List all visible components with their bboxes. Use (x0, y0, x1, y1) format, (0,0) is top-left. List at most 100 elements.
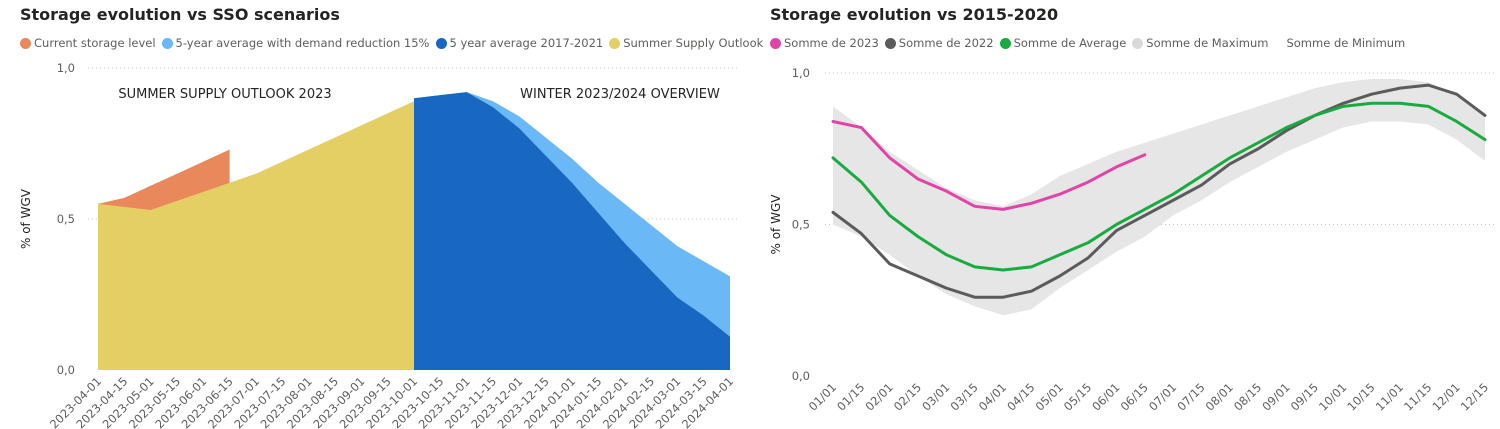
data-point-somme-de-2022[interactable] (888, 262, 891, 265)
data-point-somme-de-2023[interactable] (832, 120, 835, 123)
data-point-somme-de-average[interactable] (1313, 114, 1316, 117)
data-point-somme-de-average[interactable] (1143, 208, 1146, 211)
legend-item-somme-de-2023[interactable]: Somme de 2023 (770, 36, 879, 50)
data-point-somme-de-average[interactable] (1257, 141, 1260, 144)
legend-item-summer-supply-outlook[interactable]: Summer Supply Outlook (609, 36, 763, 50)
data-point-summer-supply-outlook[interactable] (334, 136, 337, 139)
data-point-somme-de-2022[interactable] (1342, 102, 1345, 105)
data-point-somme-de-average[interactable] (917, 235, 920, 238)
data-point-somme-de-2022[interactable] (917, 275, 920, 278)
data-point-somme-de-average[interactable] (860, 181, 863, 184)
data-point-somme-de-average[interactable] (1087, 241, 1090, 244)
data-point-5-year-average-with-demand-reduction-15[interactable] (729, 275, 732, 278)
data-point-somme-de-average[interactable] (888, 214, 891, 217)
data-point-summer-supply-outlook[interactable] (386, 112, 389, 115)
data-point-somme-de-2023[interactable] (973, 205, 976, 208)
data-point-5-year-average-2017-2021[interactable] (518, 127, 521, 130)
data-point-5-year-average-with-demand-reduction-15[interactable] (623, 202, 626, 205)
data-point-current-storage-level[interactable] (149, 184, 152, 187)
area-summer-supply-outlook[interactable] (98, 101, 414, 370)
data-point-5-year-average-2017-2021[interactable] (439, 94, 442, 97)
data-point-current-storage-level[interactable] (228, 148, 231, 151)
data-point-summer-supply-outlook[interactable] (149, 208, 152, 211)
data-point-summer-supply-outlook[interactable] (97, 202, 100, 205)
data-point-somme-de-2023[interactable] (1030, 202, 1033, 205)
data-point-current-storage-level[interactable] (202, 160, 205, 163)
data-point-somme-de-2022[interactable] (1257, 147, 1260, 150)
data-point-5-year-average-with-demand-reduction-15[interactable] (597, 181, 600, 184)
data-point-5-year-average-with-demand-reduction-15[interactable] (492, 100, 495, 103)
data-point-somme-de-2023[interactable] (945, 190, 948, 193)
data-point-summer-supply-outlook[interactable] (228, 181, 231, 184)
data-point-5-year-average-with-demand-reduction-15[interactable] (544, 136, 547, 139)
data-point-5-year-average-2017-2021[interactable] (729, 335, 732, 338)
data-point-somme-de-2022[interactable] (1455, 93, 1458, 96)
data-point-somme-de-2023[interactable] (1087, 181, 1090, 184)
data-point-somme-de-2022[interactable] (860, 232, 863, 235)
data-point-somme-de-2023[interactable] (888, 156, 891, 159)
data-point-5-year-average-2017-2021[interactable] (465, 91, 468, 94)
data-point-somme-de-2022[interactable] (973, 296, 976, 299)
data-point-somme-de-average[interactable] (1200, 175, 1203, 178)
legend-item-somme-de-average[interactable]: Somme de Average (999, 36, 1126, 50)
data-point-somme-de-average[interactable] (1285, 126, 1288, 129)
data-point-somme-de-2023[interactable] (1143, 153, 1146, 156)
data-point-5-year-average-with-demand-reduction-15[interactable] (676, 245, 679, 248)
data-point-somme-de-2023[interactable] (1002, 208, 1005, 211)
data-point-current-storage-level[interactable] (123, 196, 126, 199)
data-point-5-year-average-2017-2021[interactable] (544, 154, 547, 157)
data-point-somme-de-2022[interactable] (1427, 84, 1430, 87)
data-point-somme-de-average[interactable] (973, 265, 976, 268)
data-point-somme-de-2022[interactable] (1484, 114, 1487, 117)
data-point-somme-de-average[interactable] (1030, 265, 1033, 268)
data-point-somme-de-average[interactable] (1455, 120, 1458, 123)
data-point-somme-de-2022[interactable] (1002, 296, 1005, 299)
data-point-somme-de-2022[interactable] (1172, 199, 1175, 202)
data-point-somme-de-2022[interactable] (1370, 93, 1373, 96)
data-point-5-year-average-2017-2021[interactable] (413, 97, 416, 100)
legend-item-somme-de-minimum[interactable]: Somme de Minimum (1286, 36, 1405, 50)
line-somme-de-2022[interactable] (831, 83, 1487, 299)
data-point-somme-de-2022[interactable] (1030, 290, 1033, 293)
data-point-summer-supply-outlook[interactable] (123, 205, 126, 208)
data-point-summer-supply-outlook[interactable] (413, 100, 416, 103)
data-point-somme-de-average[interactable] (1228, 156, 1231, 159)
legend-item-somme-de-2022[interactable]: Somme de 2022 (884, 36, 994, 50)
data-point-5-year-average-with-demand-reduction-15[interactable] (518, 115, 521, 118)
data-point-somme-de-2022[interactable] (1398, 87, 1401, 90)
data-point-5-year-average-with-demand-reduction-15[interactable] (571, 157, 574, 160)
data-point-somme-de-average[interactable] (1398, 102, 1401, 105)
data-point-5-year-average-with-demand-reduction-15[interactable] (650, 224, 653, 227)
data-point-somme-de-2023[interactable] (1058, 193, 1061, 196)
data-point-somme-de-2023[interactable] (917, 178, 920, 181)
data-point-somme-de-2023[interactable] (1115, 165, 1118, 168)
data-point-somme-de-2023[interactable] (860, 126, 863, 129)
data-point-5-year-average-2017-2021[interactable] (571, 181, 574, 184)
data-point-somme-de-average[interactable] (1484, 138, 1487, 141)
line-somme-de-average[interactable] (831, 101, 1487, 272)
data-point-5-year-average-2017-2021[interactable] (650, 269, 653, 272)
data-point-5-year-average-2017-2021[interactable] (676, 296, 679, 299)
data-point-somme-de-2022[interactable] (1200, 184, 1203, 187)
area-5-year-average-2017-2021[interactable] (414, 92, 730, 370)
legend-item-5-year-average-2017-2021[interactable]: 5 year average 2017-2021 (435, 36, 603, 50)
data-point-somme-de-2022[interactable] (1058, 275, 1061, 278)
data-point-summer-supply-outlook[interactable] (176, 199, 179, 202)
data-point-5-year-average-with-demand-reduction-15[interactable] (702, 260, 705, 263)
data-point-summer-supply-outlook[interactable] (255, 172, 258, 175)
data-point-summer-supply-outlook[interactable] (360, 124, 363, 127)
data-point-5-year-average-2017-2021[interactable] (623, 242, 626, 245)
legend-item-somme-de-maximum[interactable]: Somme de Maximum (1132, 36, 1268, 50)
data-point-somme-de-average[interactable] (1115, 223, 1118, 226)
data-point-5-year-average-2017-2021[interactable] (702, 314, 705, 317)
data-point-somme-de-average[interactable] (832, 156, 835, 159)
legend-item-5-year-average-with-demand-reduction-15[interactable]: 5-year average with demand reduction 15% (161, 36, 430, 50)
data-point-somme-de-average[interactable] (1342, 105, 1345, 108)
data-point-somme-de-average[interactable] (1370, 102, 1373, 105)
data-point-5-year-average-2017-2021[interactable] (597, 211, 600, 214)
data-point-somme-de-average[interactable] (1058, 253, 1061, 256)
data-point-current-storage-level[interactable] (176, 172, 179, 175)
data-point-somme-de-average[interactable] (1172, 193, 1175, 196)
data-point-somme-de-average[interactable] (1427, 105, 1430, 108)
data-point-summer-supply-outlook[interactable] (281, 160, 284, 163)
